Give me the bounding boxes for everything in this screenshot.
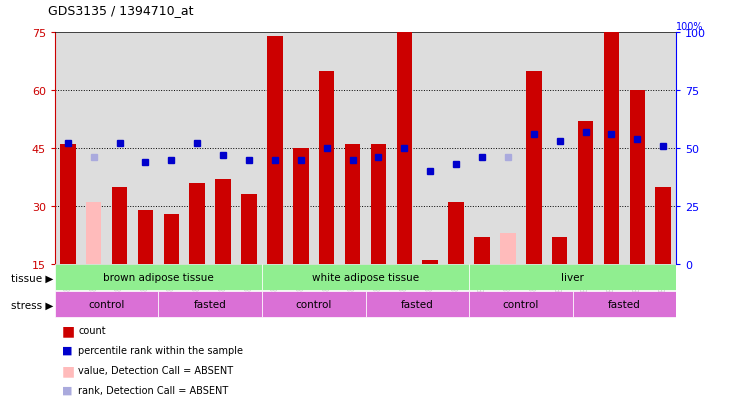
Bar bbox=[55, 292, 159, 318]
Bar bbox=[396, 0, 412, 264]
Bar bbox=[86, 203, 102, 264]
Text: count: count bbox=[78, 325, 106, 335]
Text: percentile rank within the sample: percentile rank within the sample bbox=[78, 345, 243, 355]
Bar bbox=[159, 292, 262, 318]
Bar bbox=[572, 292, 676, 318]
Bar bbox=[112, 187, 127, 264]
Text: value, Detection Call = ABSENT: value, Detection Call = ABSENT bbox=[78, 365, 233, 375]
Bar bbox=[577, 122, 594, 264]
Text: ■: ■ bbox=[62, 345, 72, 355]
Text: stress ▶: stress ▶ bbox=[11, 299, 53, 310]
Text: control: control bbox=[295, 299, 332, 310]
Bar bbox=[500, 233, 515, 264]
Bar bbox=[423, 261, 438, 264]
Bar bbox=[241, 195, 257, 264]
Text: ■: ■ bbox=[62, 323, 75, 337]
Bar bbox=[604, 25, 619, 264]
Bar bbox=[55, 265, 262, 291]
Text: control: control bbox=[503, 299, 539, 310]
Bar bbox=[366, 292, 469, 318]
Bar bbox=[448, 203, 464, 264]
Bar bbox=[137, 210, 154, 264]
Bar bbox=[629, 91, 645, 264]
Bar bbox=[262, 292, 366, 318]
Bar bbox=[469, 292, 572, 318]
Bar bbox=[189, 183, 205, 264]
Text: fasted: fasted bbox=[401, 299, 433, 310]
Text: brown adipose tissue: brown adipose tissue bbox=[103, 273, 213, 283]
Bar bbox=[526, 71, 542, 264]
Text: fasted: fasted bbox=[194, 299, 227, 310]
Text: liver: liver bbox=[561, 273, 584, 283]
Bar bbox=[371, 145, 386, 264]
Text: fasted: fasted bbox=[608, 299, 641, 310]
Text: tissue ▶: tissue ▶ bbox=[11, 273, 53, 283]
Bar bbox=[262, 265, 469, 291]
Bar bbox=[60, 145, 75, 264]
Text: ■: ■ bbox=[62, 363, 75, 377]
Text: 100%: 100% bbox=[676, 22, 704, 32]
Bar bbox=[216, 180, 231, 264]
Text: white adipose tissue: white adipose tissue bbox=[312, 273, 419, 283]
Text: ■: ■ bbox=[62, 385, 72, 395]
Bar bbox=[552, 237, 567, 264]
Bar bbox=[164, 214, 179, 264]
Bar bbox=[293, 149, 308, 264]
Text: GDS3135 / 1394710_at: GDS3135 / 1394710_at bbox=[48, 4, 193, 17]
Bar bbox=[267, 37, 283, 264]
Text: control: control bbox=[88, 299, 125, 310]
Bar bbox=[345, 145, 360, 264]
Bar bbox=[656, 187, 671, 264]
Bar bbox=[319, 71, 334, 264]
Text: rank, Detection Call = ABSENT: rank, Detection Call = ABSENT bbox=[78, 385, 229, 395]
Bar bbox=[469, 265, 676, 291]
Bar bbox=[474, 237, 490, 264]
